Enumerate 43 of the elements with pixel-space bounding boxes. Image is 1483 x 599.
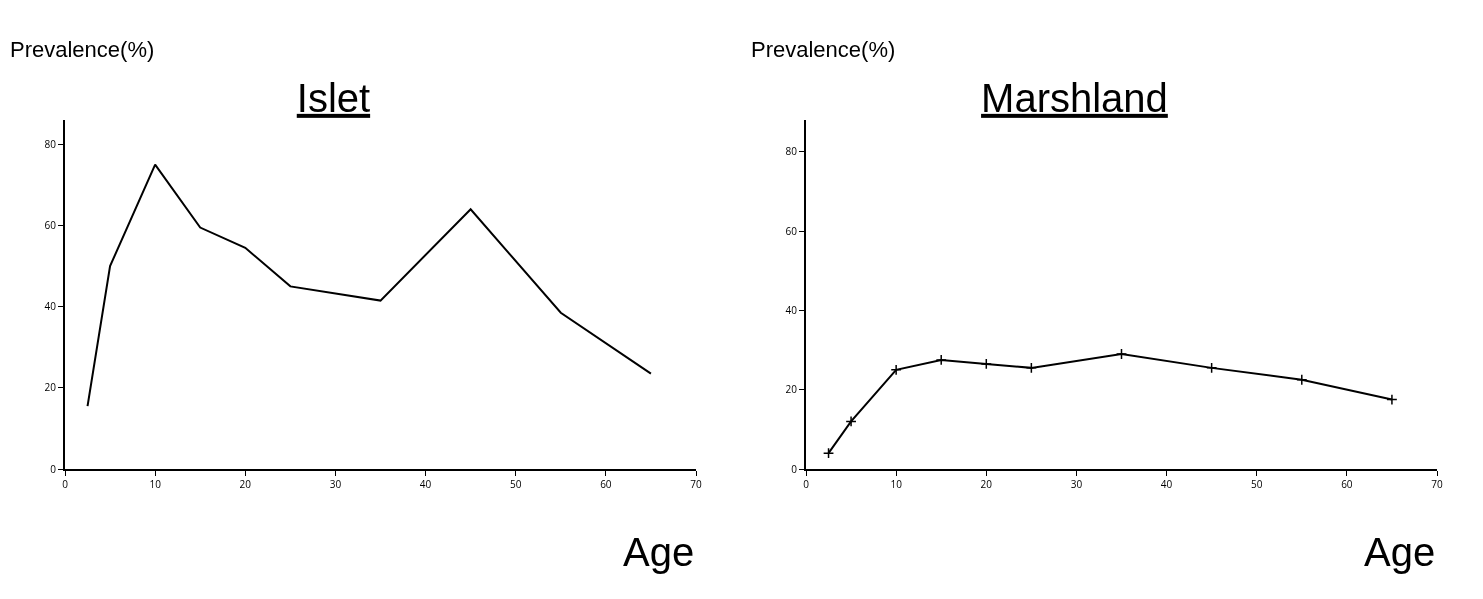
x-tick-label: 20 [980, 477, 993, 491]
x-axis-title: Age [623, 530, 695, 574]
line-series [86, 163, 652, 408]
y-tick-label: 80 [44, 136, 57, 151]
y-tick-label: 60 [785, 223, 798, 238]
point [1386, 393, 1398, 406]
y-axis-title: Prevalence(%) [10, 37, 155, 62]
chart-title: Islet [296, 75, 371, 120]
y-tick-label: 0 [791, 461, 798, 476]
x-tick-label: 20 [239, 477, 252, 491]
point [935, 354, 947, 366]
y-tick-label: 40 [44, 299, 57, 314]
x-tick-label: 30 [1070, 477, 1083, 491]
y-tick-label: 40 [785, 302, 798, 317]
point [1025, 362, 1038, 374]
point [980, 358, 992, 370]
x-tick-label: 50 [509, 477, 522, 491]
x-tick-label: 40 [419, 477, 432, 491]
x-tick-label: 40 [1160, 477, 1173, 491]
point [1115, 348, 1128, 360]
y-tick-label: 80 [785, 144, 798, 159]
x-tick-label: 70 [690, 477, 702, 491]
x-tick-label: 0 [803, 477, 810, 491]
y-axis-title: Prevalence(%) [751, 37, 896, 62]
x-tick-label: 60 [1341, 477, 1353, 491]
x-tick-label: 70 [1431, 477, 1443, 491]
chart-title: Marshland [981, 75, 1168, 120]
point [822, 447, 835, 459]
x-tick-label: 10 [890, 477, 903, 491]
y-tick-label: 60 [44, 218, 57, 233]
y-tick-label: 20 [44, 380, 57, 395]
point [890, 364, 902, 376]
y-tick-label: 20 [785, 382, 798, 397]
x-axis-title: Age [1364, 530, 1436, 574]
x-tick-label: 0 [62, 477, 69, 491]
x-tick-label: 10 [149, 477, 162, 491]
x-tick-label: 60 [600, 477, 612, 491]
x-tick-label: 30 [329, 477, 342, 491]
x-tick-label: 50 [1250, 477, 1263, 491]
point [1296, 374, 1308, 386]
point [845, 415, 857, 428]
y-tick-label: 0 [50, 461, 57, 476]
point [1205, 362, 1218, 374]
